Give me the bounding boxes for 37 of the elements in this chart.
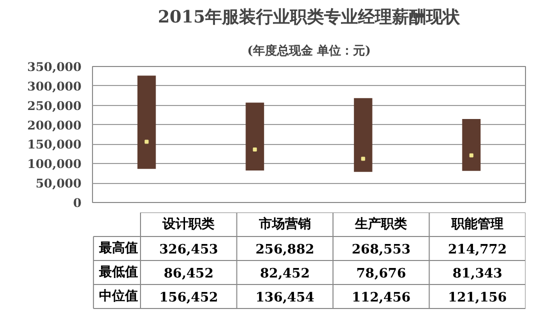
x-tick-label: 设计职类 — [162, 217, 215, 232]
x-tick-label: 市场营销 — [258, 216, 311, 232]
x-tick-label: 职能管理 — [450, 216, 504, 232]
y-tick-label: 250,000 — [27, 98, 82, 113]
point — [469, 153, 474, 158]
text: 81,343 — [452, 266, 502, 282]
y-tick-label: 200,000 — [27, 118, 82, 132]
point — [252, 147, 257, 152]
text: 最高值 — [98, 240, 138, 256]
text: 中位值 — [98, 289, 138, 304]
y-tick-label: 50,000 — [36, 176, 82, 191]
text: 86,452 — [164, 266, 214, 282]
y-tick-label: 350,000 — [27, 60, 82, 74]
bar — [246, 102, 264, 170]
y-tick-label: 0 — [73, 196, 82, 210]
bar — [137, 76, 156, 169]
y-tick-label: 100,000 — [27, 157, 82, 172]
y-tick-label: 300,000 — [27, 79, 82, 94]
text: 268,553 — [352, 242, 411, 258]
text: 214,772 — [448, 242, 507, 258]
text: 256,882 — [255, 242, 314, 258]
data-label: 112,456 — [352, 290, 411, 306]
data-label: 121,156 — [448, 290, 507, 306]
bar — [354, 98, 372, 172]
text: 最低值 — [98, 265, 138, 280]
chart-title: 2015年服装行业职类专业经理薪酬现状 — [158, 8, 462, 28]
point — [144, 140, 149, 144]
text: 82,452 — [260, 266, 310, 282]
y-tick-label: 150,000 — [27, 138, 82, 152]
chart-subtitle: (年度总现金 单位：元) — [247, 44, 371, 58]
data-label: 136,454 — [255, 290, 314, 306]
data-label: 156,452 — [159, 290, 218, 306]
text: 78,676 — [356, 266, 406, 282]
bar — [462, 119, 481, 171]
text: 326,453 — [159, 242, 218, 258]
point — [361, 156, 366, 161]
x-tick-label: 生产职类 — [354, 216, 408, 232]
